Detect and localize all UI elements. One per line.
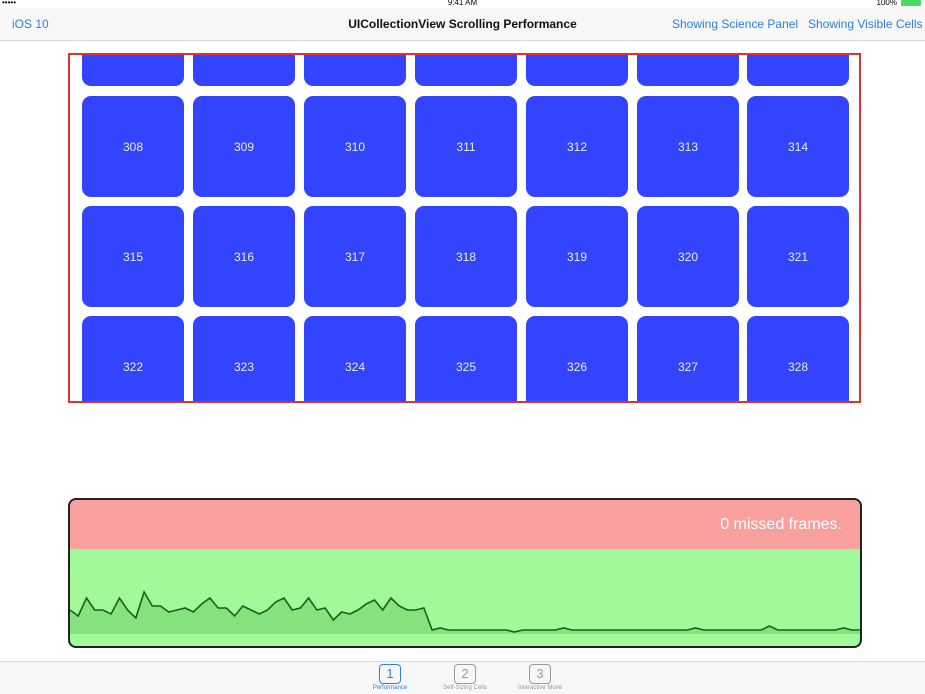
collection-cell[interactable]: 311 — [415, 96, 517, 197]
visible-cells-button[interactable]: Showing Visible Cells — [808, 17, 923, 31]
collection-cell[interactable]: 310 — [304, 96, 406, 197]
collection-cell[interactable] — [304, 55, 406, 86]
collection-cell[interactable]: 325 — [415, 316, 517, 401]
science-panel-button[interactable]: Showing Science Panel — [672, 17, 799, 31]
collection-cell[interactable]: 312 — [526, 96, 628, 197]
tab-interactive-move[interactable]: 3 Interactive Move — [500, 664, 580, 691]
missed-frames-label: 0 missed frames. — [720, 516, 842, 533]
status-time: 9:41 AM — [447, 0, 478, 7]
cell-label: 315 — [122, 249, 144, 264]
collection-cell[interactable]: 321 — [747, 206, 849, 307]
collection-cell[interactable]: 319 — [526, 206, 628, 307]
cell-label: 318 — [455, 249, 477, 264]
collection-cell[interactable]: 328 — [747, 316, 849, 401]
tab-number-icon: 3 — [529, 664, 551, 684]
collection-cell[interactable] — [526, 55, 628, 86]
tab-number-icon: 2 — [454, 664, 476, 684]
tab-performance[interactable]: 1 Performance — [350, 664, 430, 691]
collection-cell[interactable]: 317 — [304, 206, 406, 307]
cell-label: 324 — [344, 359, 366, 374]
collection-cell[interactable]: 316 — [193, 206, 295, 307]
collection-cell[interactable]: 315 — [82, 206, 184, 307]
cell-label: 312 — [566, 139, 588, 154]
tab-label: Self-Sizing Cells — [443, 685, 487, 691]
battery-percentage: 100% — [876, 0, 897, 7]
status-bar: ••••• 9:41 AM 100% — [0, 0, 925, 8]
navigation-bar: iOS 10 UICollectionView Scrolling Perfor… — [0, 8, 925, 41]
collection-cell[interactable] — [637, 55, 739, 86]
tab-number-icon: 1 — [379, 664, 401, 684]
collection-cell[interactable]: 314 — [747, 96, 849, 197]
cell-label: 311 — [456, 139, 476, 154]
collection-cell[interactable]: 322 — [82, 316, 184, 401]
collection-cell[interactable]: 324 — [304, 316, 406, 401]
cell-label: 313 — [677, 139, 699, 154]
frame-time-area — [70, 592, 860, 634]
collection-cell[interactable] — [415, 55, 517, 86]
cell-label: 310 — [344, 139, 366, 154]
back-button[interactable]: iOS 10 — [12, 17, 49, 31]
tab-label: Performance — [372, 685, 408, 691]
collection-cell[interactable]: 323 — [193, 316, 295, 401]
cell-label: 317 — [344, 249, 366, 264]
cell-label: 328 — [787, 359, 809, 374]
collection-cell[interactable]: 308 — [82, 96, 184, 197]
collection-view[interactable]: 308 309 310 311 312 313 314 315 316 317 318 319 320 3… — [68, 53, 861, 403]
cell-label: 326 — [566, 359, 588, 374]
cell-label: 322 — [122, 359, 144, 374]
cell-label: 325 — [455, 359, 477, 374]
cell-label: 308 — [122, 139, 144, 154]
battery-icon — [901, 0, 921, 6]
cell-label: 316 — [233, 249, 255, 264]
collection-cell[interactable] — [193, 55, 295, 86]
collection-cell[interactable]: 313 — [637, 96, 739, 197]
cell-label: 320 — [677, 249, 699, 264]
science-panel: 0 missed frames. — [68, 498, 862, 648]
cell-label: 314 — [787, 139, 809, 154]
frame-time-line — [70, 590, 860, 633]
tab-bar: 1 Performance 2 Self-Sizing Cells 3 Interacti… — [0, 661, 925, 694]
tab-self-sizing-cells[interactable]: 2 Self-Sizing Cells — [425, 664, 505, 691]
tab-label: Interactive Move — [517, 685, 563, 691]
cell-label: 321 — [787, 249, 809, 264]
collection-cell[interactable]: 326 — [526, 316, 628, 401]
frame-time-graph — [70, 590, 860, 634]
signal-strength: ••••• — [2, 0, 17, 7]
cell-label: 309 — [233, 139, 255, 154]
collection-cell[interactable]: 318 — [415, 206, 517, 307]
cell-label: 319 — [566, 249, 588, 264]
collection-cell[interactable] — [82, 55, 184, 86]
cell-label: 327 — [677, 359, 699, 374]
collection-cell[interactable] — [747, 55, 849, 86]
missed-frames-band: 0 missed frames. — [70, 500, 860, 549]
collection-cell[interactable]: 320 — [637, 206, 739, 307]
collection-cell[interactable]: 309 — [193, 96, 295, 197]
page-title: UICollectionView Scrolling Performance — [348, 17, 577, 31]
cell-label: 323 — [233, 359, 255, 374]
collection-cell[interactable]: 327 — [637, 316, 739, 401]
